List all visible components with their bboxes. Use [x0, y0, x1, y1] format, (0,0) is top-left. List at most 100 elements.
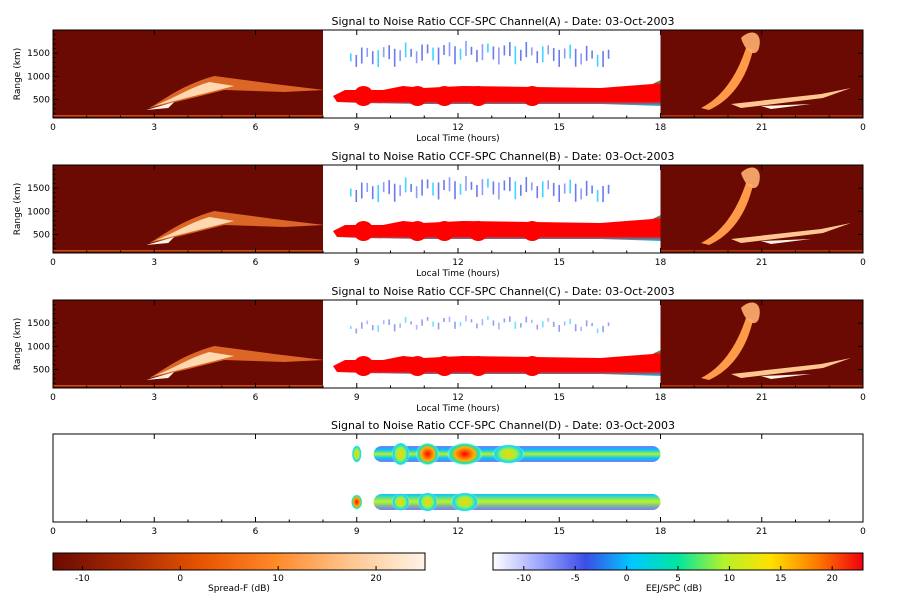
x-tick-label: 18: [655, 123, 667, 133]
eej-echo-streak: [399, 50, 401, 62]
eej-echo-streak: [487, 316, 489, 320]
spread-f-core: [154, 352, 235, 376]
eej-echo-streak: [514, 181, 517, 200]
eej-echo-streak: [498, 322, 500, 330]
channel-d-upper-blob: [391, 442, 410, 466]
eej-echo-streak: [596, 328, 599, 334]
x-axis-label: Local Time (hours): [416, 269, 499, 279]
eej-echo-streak: [410, 48, 412, 57]
x-tick-label: 6: [253, 123, 259, 133]
spread-f-plume: [149, 211, 325, 243]
eej-echo-streak: [541, 321, 544, 328]
eej-echo-streak: [563, 48, 566, 59]
eej-echo-streak: [487, 178, 489, 188]
spread-f-tail: [731, 223, 851, 243]
eej-echo-streak: [563, 183, 566, 194]
spread-f-tail: [731, 358, 851, 378]
eej-echo-streak: [350, 188, 352, 197]
eej-echo-streak: [459, 321, 462, 327]
eej-echo-streak: [454, 181, 456, 200]
spread-f-tail: [761, 374, 811, 379]
eej-echo-streak: [377, 325, 380, 332]
eej-echo-knot: [434, 356, 455, 376]
eej-echo-streak: [355, 189, 358, 202]
eej-echo-streak: [492, 320, 495, 326]
eej-echo-streak: [426, 179, 429, 189]
eej-echo-streak: [371, 186, 374, 200]
colorbar-tick-label: 5: [675, 574, 681, 584]
spread-f-tail: [761, 239, 811, 244]
eej-echo-streak: [421, 44, 423, 61]
eej-echo-knot: [353, 221, 374, 241]
eej-echo-streak: [371, 325, 374, 331]
x-tick-label: 21: [756, 258, 767, 268]
x-tick-label: 9: [354, 123, 360, 133]
x-tick-label: 0: [50, 258, 56, 268]
eej-echo-streak: [443, 180, 445, 191]
spread-f-cloud: [741, 167, 760, 189]
y-tick-label: 1000: [27, 72, 50, 82]
eej-echo-streak: [509, 316, 511, 322]
spread-f-tail: [761, 104, 811, 109]
eej-echo-streak: [580, 53, 582, 65]
spread-f-core: [146, 102, 175, 110]
eej-echo-streak: [377, 50, 380, 68]
eej-echo-streak: [591, 50, 593, 59]
eej-echo-streak: [454, 46, 456, 65]
eej-echo-streak: [552, 47, 555, 61]
eej-echo-streak: [525, 316, 528, 323]
eej-echo-streak: [350, 53, 352, 62]
eej-echo-streak: [487, 43, 489, 53]
eej-echo-streak: [459, 48, 462, 60]
spread-f-tail: [731, 88, 851, 108]
x-tick-label: 18: [655, 258, 667, 268]
eej-echo-streak: [580, 188, 582, 200]
eej-echo-streak: [382, 320, 385, 325]
eej-echo-streak: [404, 42, 407, 58]
eej-echo-streak: [410, 321, 412, 325]
x-tick-label: 3: [151, 123, 157, 133]
x-tick-label: 0: [860, 123, 866, 133]
eej-echo-streak: [470, 46, 473, 55]
panel-title: Signal to Noise Ratio CCF-SPC Channel(A)…: [331, 15, 674, 28]
eej-echo-streak: [547, 180, 550, 190]
x-tick-label: 6: [253, 527, 259, 537]
y-tick-label: 500: [33, 95, 50, 105]
eej-echo-streak: [448, 316, 451, 323]
eej-echo-streak: [541, 46, 544, 63]
colorbar-tick-label: 0: [177, 574, 183, 584]
eej-echo-streak: [509, 42, 511, 57]
colorbar-ramp: [52, 552, 426, 571]
eej-echo-streak: [437, 182, 440, 200]
eej-echo-streak: [530, 47, 533, 56]
eej-echo-streak: [432, 321, 434, 327]
eej-echo-streak: [503, 180, 506, 191]
eej-echo-knot: [468, 86, 489, 106]
eej-echo-streak: [415, 186, 418, 199]
x-tick-label: 0: [50, 123, 56, 133]
colorbars-layer: -10 0 10 20 Spread-F (dB) -10 -5 0 5 10 15 20 EEJ/SP…: [52, 552, 864, 594]
eej-echo-streak: [454, 321, 456, 329]
eej-heatmap: [323, 165, 661, 253]
x-tick-label: 9: [354, 393, 360, 403]
eej-echo-streak: [355, 328, 358, 334]
chart-panel-d: 0 3 6 9 12 15 18 21 0 Signal to Noise Ratio CCF-S…: [50, 419, 866, 537]
y-axis-label: Range (km): [13, 183, 23, 235]
eej-echo-streak: [443, 45, 445, 56]
eej-echo-streak: [410, 183, 412, 192]
x-tick-label: 9: [354, 527, 360, 537]
eej-echo-streak: [465, 175, 467, 191]
eej-echo-streak: [503, 45, 506, 56]
eej-echo-knot: [407, 356, 428, 376]
x-tick-label: 3: [151, 258, 157, 268]
chart-panel-c: 0 3 6 9 12 15 18 21 0 500 1000 1500 Range (km) Local …: [13, 285, 866, 414]
panel-title: Signal to Noise Ratio CCF-SPC Channel(D)…: [331, 419, 675, 432]
y-tick-label: 500: [33, 365, 50, 375]
eej-echo-streak: [465, 315, 467, 322]
spread-f-cloud: [741, 32, 760, 54]
x-tick-label: 18: [655, 393, 667, 403]
eej-echo-streak: [520, 49, 522, 61]
x-tick-label: 12: [452, 123, 463, 133]
